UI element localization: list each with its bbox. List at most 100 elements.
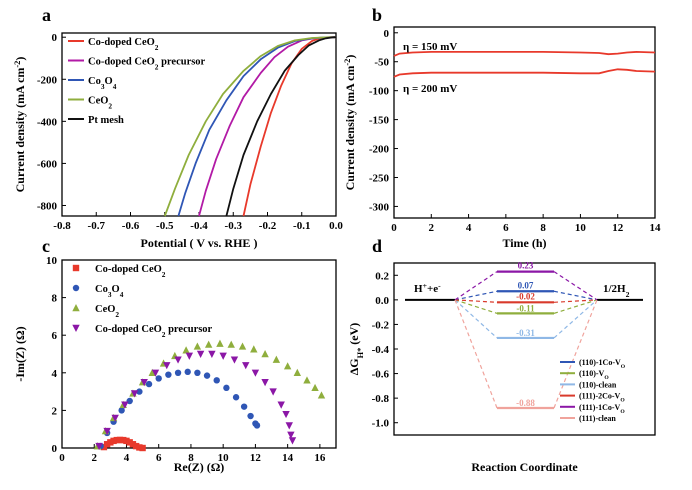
panel-b: 0 2 4 6 8 10 12 14 0 -50 -100 -150 -200 -250 -300 η = 1… [343, 26, 661, 250]
panel-letter-b: b [372, 5, 382, 25]
data-point-3 [174, 356, 182, 364]
x-tick-label: 8 [188, 452, 194, 464]
data-point-3 [121, 401, 129, 409]
y-tick-label: 0 [384, 28, 390, 40]
data-point-3 [196, 350, 205, 358]
legend-label: Pt mesh [88, 115, 124, 126]
data-point-0 [136, 444, 143, 451]
y-tick-label: 0.2 [375, 270, 389, 282]
connector-right-3 [553, 299, 598, 303]
y-axis-label: Current density (mA cm-2) [13, 57, 28, 193]
data-point-3 [242, 362, 250, 370]
data-point-0 [139, 444, 146, 452]
data-point-3 [285, 422, 293, 430]
x-axis-label: Potential ( V vs. RHE ) [141, 236, 258, 250]
data-point-1 [203, 372, 211, 379]
series-line-3 [163, 36, 337, 217]
data-point-1 [174, 369, 182, 376]
series-line-1 [393, 68, 656, 78]
data-point-3 [230, 356, 239, 364]
x-tick-label: -0.2 [259, 220, 277, 232]
data-point-0 [129, 441, 137, 448]
y-tick-label: -0.2 [372, 319, 390, 331]
x-tick-label: 10 [218, 452, 230, 464]
energy-value-label: -0.88 [516, 398, 535, 408]
data-point-0 [113, 436, 120, 444]
panel-a: -0.8 -0.7 -0.6 -0.5 -0.4 -0.3 -0.2 -0.1 0.0 0 -200… [13, 32, 344, 250]
data-point-2 [311, 383, 319, 392]
data-point-3 [151, 369, 160, 377]
data-point-3 [130, 390, 139, 398]
data-point-1 [223, 384, 230, 392]
plot-frame [61, 259, 337, 449]
data-point-3 [163, 362, 171, 370]
x-tick-label: 16 [314, 452, 326, 464]
data-point-3 [103, 427, 111, 436]
x-tick-label: -0.5 [156, 220, 174, 232]
energy-value-label: -0.31 [516, 328, 535, 338]
connector-left-0 [454, 290, 498, 301]
y-tick-label: -800 [37, 200, 58, 212]
data-point-3 [261, 379, 269, 387]
connector-right-1 [553, 299, 598, 314]
y-tick-label: 8 [52, 293, 58, 305]
data-point-1 [165, 371, 172, 378]
legend-label: CeO2 [88, 96, 112, 111]
data-point-1 [155, 375, 162, 382]
x-tick-label: 4 [466, 222, 472, 234]
x-tick-label: -0.8 [53, 220, 71, 232]
series-line-0 [393, 50, 656, 57]
y-tick-label: -250 [369, 172, 390, 184]
y-tick-label: -400 [37, 116, 58, 128]
x-tick-label: 12 [250, 452, 262, 464]
x-tick-label: 8 [540, 222, 546, 234]
y-tick-label: -300 [369, 201, 390, 213]
legend-label: (110)-VO [579, 369, 609, 381]
connector-left-1 [454, 299, 498, 314]
energy-value-label: -0.02 [516, 291, 535, 301]
connector-right-2 [553, 299, 598, 339]
y-axis-label: -Im(Z) (Ω) [13, 326, 27, 381]
y-tick-label: -0.4 [372, 344, 390, 356]
x-tick-label: -0.1 [293, 220, 310, 232]
x-tick-label: 10 [575, 222, 587, 234]
data-point-1 [194, 369, 201, 376]
data-point-2 [272, 355, 281, 363]
data-point-0 [123, 437, 130, 445]
legend-label: Co-doped CeO2 precursor [95, 324, 213, 339]
x-tick-label: 6 [156, 452, 162, 464]
series-line-4 [225, 36, 337, 217]
y-tick-label: -200 [369, 144, 390, 156]
x-axis-label: Re(Z) (Ω) [174, 460, 225, 474]
data-point-0 [100, 443, 108, 451]
legend-label: Co3O4 [95, 284, 124, 299]
data-point-0 [116, 436, 124, 444]
legend-label: Co3O4 [88, 76, 117, 91]
data-point-3 [288, 437, 297, 445]
data-point-3 [269, 388, 277, 396]
connector-left-3 [454, 299, 498, 303]
data-point-2 [216, 339, 224, 347]
x-tick-label: 0 [59, 452, 65, 464]
data-point-1 [232, 394, 240, 401]
x-tick-label: -0.7 [88, 220, 106, 232]
data-point-0 [120, 436, 127, 444]
x-axis-label: Reaction Coordinate [471, 460, 578, 474]
data-point-3 [185, 352, 194, 360]
data-point-3 [277, 401, 285, 409]
y-tick-label: -200 [37, 74, 58, 86]
panel-letter-d: d [372, 236, 382, 256]
data-point-1 [253, 422, 261, 429]
y-tick-label: -1.0 [372, 418, 390, 430]
data-point-0 [132, 442, 140, 450]
panel-c: 0 2 4 6 8 10 12 14 16 0 2 4 6 8 10 Co-doped CeO2 Co3O4 Ce… [13, 255, 337, 474]
legend-marker [72, 284, 80, 292]
legend-marker [72, 324, 80, 332]
y-tick-label: 0.0 [375, 295, 389, 307]
y-tick-label: -0.6 [372, 369, 390, 381]
data-point-1 [247, 412, 254, 420]
legend-label: Co-doped CeO2 precursor [88, 57, 206, 72]
data-point-1 [136, 388, 143, 395]
end-state-label: 1/2H2 [603, 283, 630, 299]
annotation-eta-200: η = 200 mV [403, 83, 457, 95]
